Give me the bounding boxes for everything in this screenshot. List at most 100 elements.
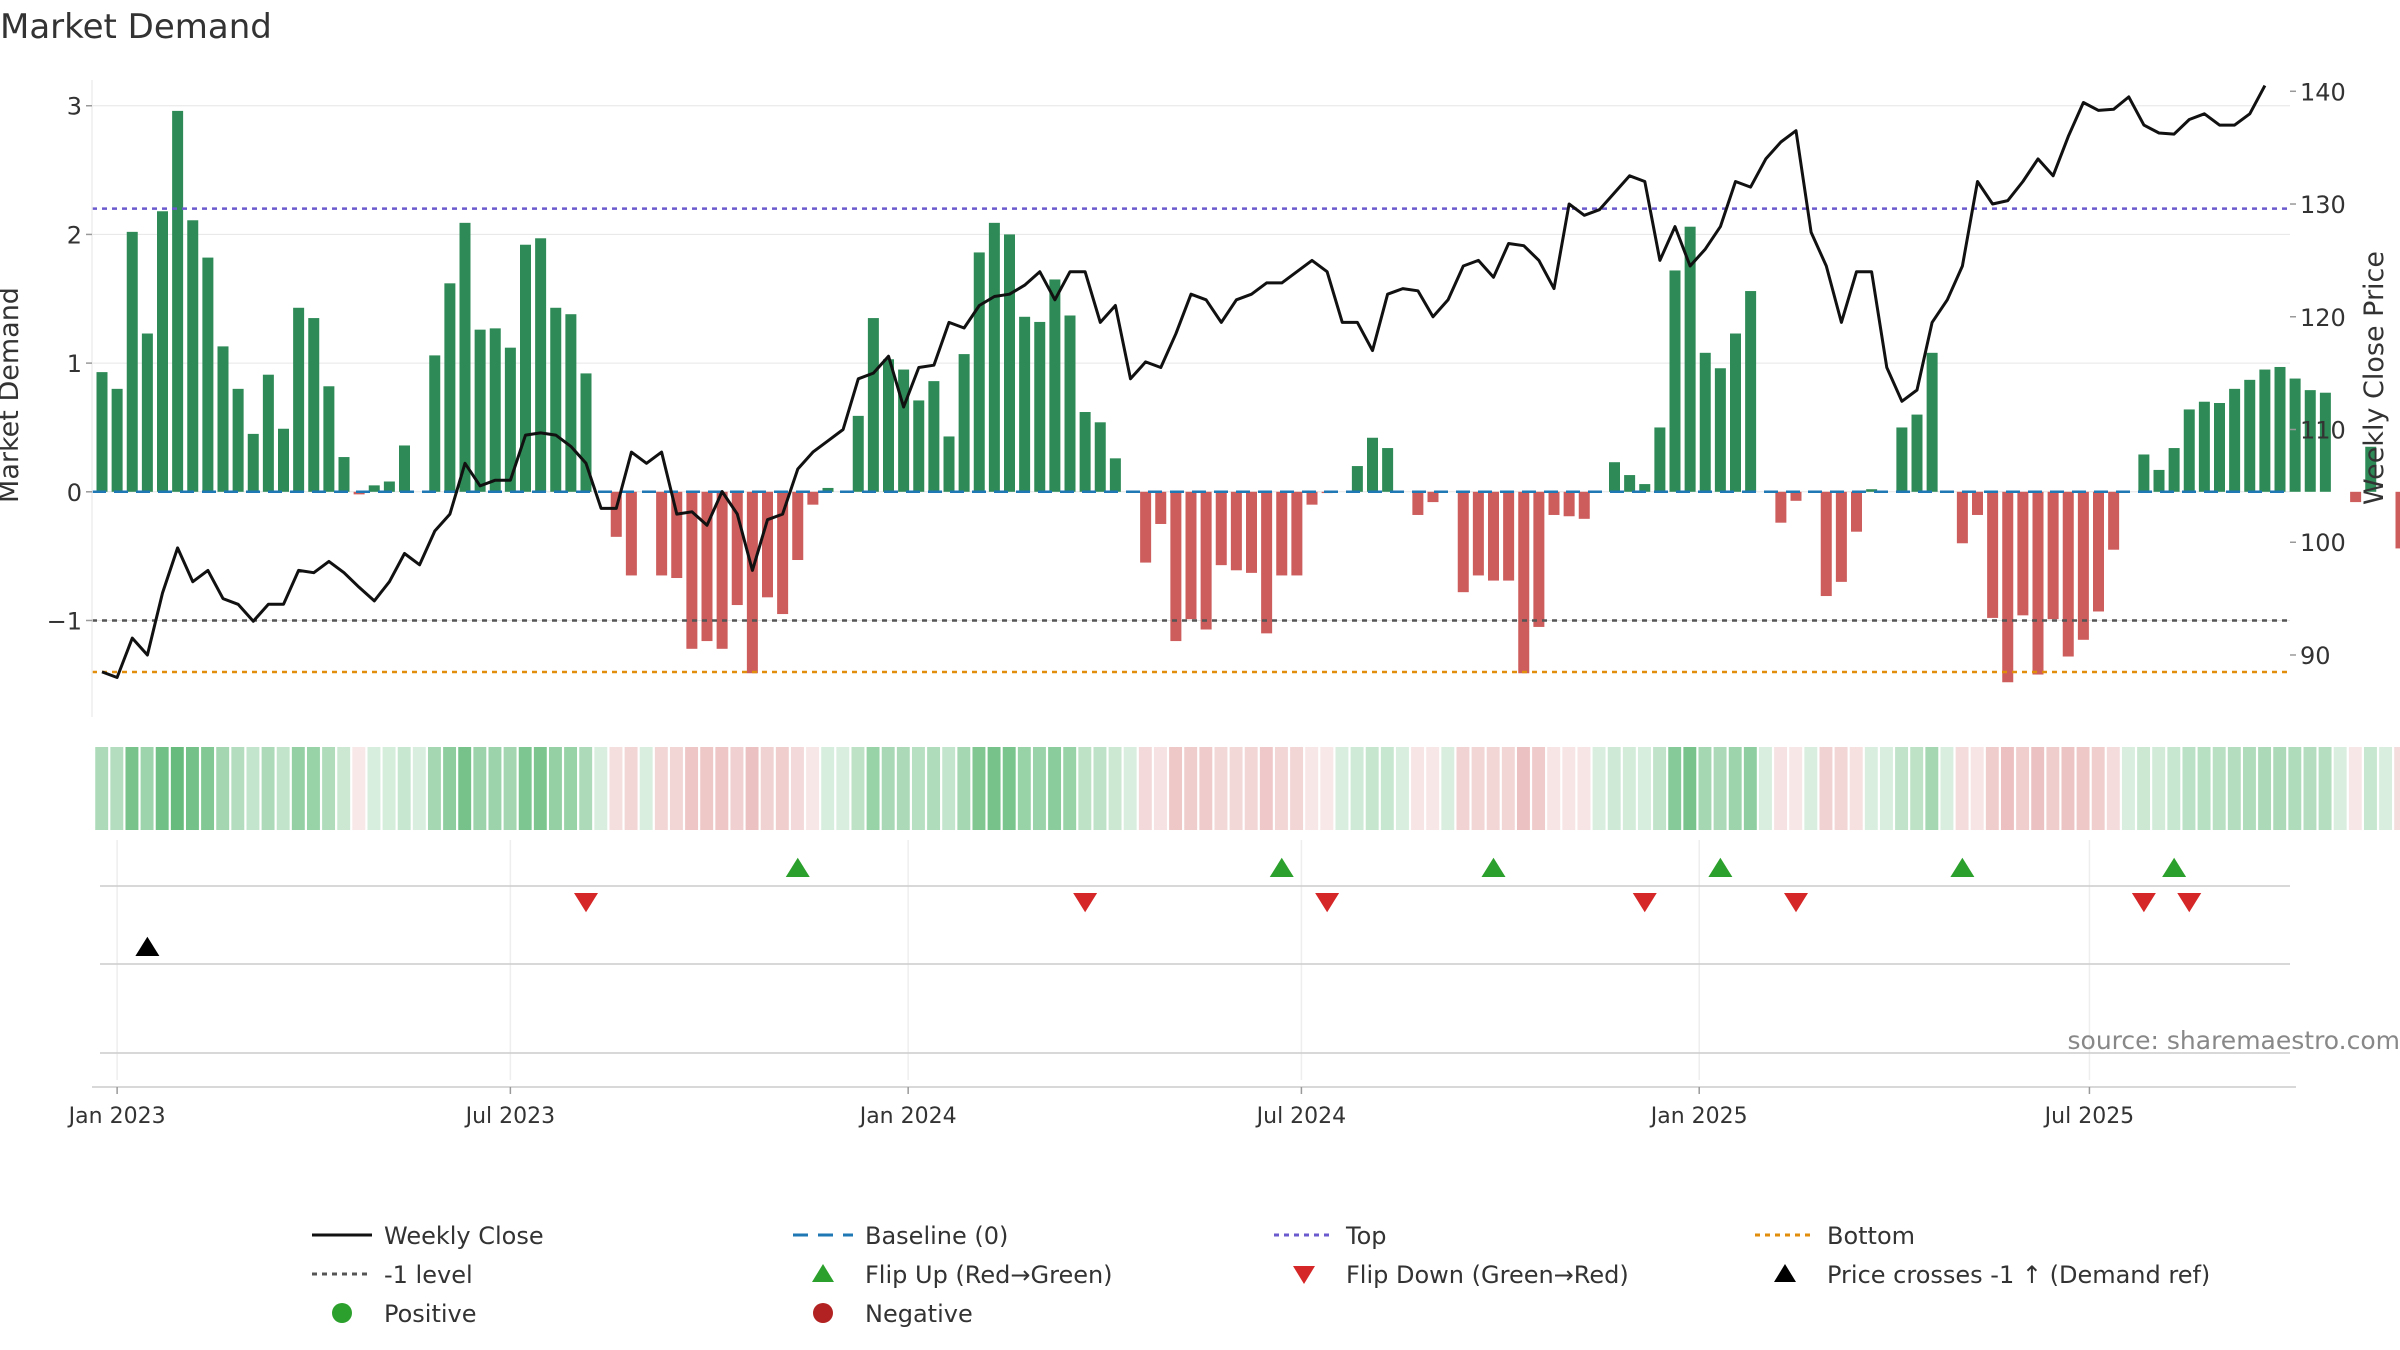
heat-cell (2242, 747, 2256, 830)
heat-cell (1169, 747, 1183, 830)
demand-bar-negative (1563, 491, 1575, 517)
heat-cell (2182, 747, 2196, 830)
demand-bar-positive (943, 436, 955, 492)
legend-label: Positive (384, 1300, 477, 1328)
demand-bar-positive (580, 373, 592, 492)
demand-bar-positive (1639, 484, 1651, 492)
demand-bar-negative (777, 491, 789, 615)
heat-cell (866, 747, 880, 830)
heat-cell (1002, 747, 1016, 830)
heat-cell (2076, 747, 2090, 830)
demand-bar-negative (1246, 491, 1257, 573)
price-cross-marker (135, 936, 160, 956)
flip-down-marker (2131, 893, 2156, 913)
demand-bar-positive (1926, 352, 1938, 492)
heat-cell (1214, 747, 1228, 830)
demand-bar-negative (1472, 491, 1484, 576)
heat-cell (1758, 747, 1772, 830)
demand-bar-positive (338, 457, 350, 492)
heat-cell (2288, 747, 2302, 830)
heat-cell (1547, 747, 1561, 830)
demand-bar-positive (172, 110, 184, 492)
demand-bar-negative (1533, 491, 1545, 627)
demand-bar-negative (1956, 491, 1968, 544)
x-tick-label: Jul 2024 (1255, 1104, 1347, 1129)
y-axis-label: Market Demand (0, 287, 25, 503)
heat-cell (246, 747, 260, 830)
heat-cell (851, 747, 865, 830)
demand-bar-positive (1866, 489, 1878, 492)
demand-bar-negative (2350, 491, 2362, 503)
demand-bar-positive (1049, 279, 1061, 492)
heat-cell (745, 747, 759, 830)
heat-cell (291, 747, 305, 830)
demand-bar-positive (368, 485, 380, 492)
demand-bar-positive (2319, 392, 2331, 492)
heat-cell (624, 747, 638, 830)
demand-bar-positive (489, 328, 501, 492)
heat-cell (125, 747, 139, 830)
demand-bar-positive (1896, 427, 1908, 492)
heat-cell (1970, 747, 1984, 830)
flip-up-marker (2162, 857, 2187, 877)
heat-cell (1123, 747, 1137, 830)
heat-cell (1441, 747, 1455, 830)
legend-swatch (813, 1303, 833, 1323)
heat-cell (1849, 747, 1863, 830)
heat-cell (95, 747, 109, 830)
demand-bar-negative (2093, 491, 2104, 612)
weekly-close-line (101, 84, 2267, 679)
heat-cell (1078, 747, 1092, 830)
heat-cell (1244, 747, 1258, 830)
legend-item: Baseline (0) (793, 1222, 1008, 1250)
demand-bar-positive (1079, 412, 1091, 492)
demand-bar-negative (2002, 491, 2014, 683)
demand-bar-positive (1669, 270, 1681, 492)
heat-cell (654, 747, 668, 830)
demand-bar-positive (1699, 352, 1711, 492)
heat-cell (957, 747, 971, 830)
heat-cell (337, 747, 351, 830)
demand-bar-negative (610, 491, 622, 537)
heat-cell (503, 747, 517, 830)
demand-bar-positive (928, 381, 940, 492)
heat-cell (1516, 747, 1530, 830)
heat-cell (2121, 747, 2135, 830)
demand-bar-negative (1987, 491, 1999, 618)
heat-cell (2091, 747, 2105, 830)
heat-cell (1910, 747, 1924, 830)
flip-down-marker (2177, 893, 2202, 913)
flip-up-marker (785, 857, 810, 877)
demand-bar-positive (444, 283, 456, 492)
demand-bar-positive (2214, 403, 2225, 492)
heat-cell (911, 747, 925, 830)
heat-cell (806, 747, 820, 830)
heat-cell (821, 747, 835, 830)
heat-cell (760, 747, 774, 830)
demand-bar-positive (474, 329, 486, 492)
legend-swatch (1774, 1264, 1796, 1282)
heat-cell (1819, 747, 1833, 830)
demand-heat-strip (95, 747, 2400, 830)
heat-cell (685, 747, 699, 830)
demand-bar-negative (762, 491, 773, 598)
heat-cell (276, 747, 290, 830)
heat-cell (322, 747, 336, 830)
demand-bar-positive (550, 307, 562, 492)
y2-axis-label: Weekly Close Price (2359, 251, 2390, 505)
demand-bar-positive (898, 369, 910, 492)
demand-bar-positive (1911, 414, 1923, 492)
demand-bar-negative (1548, 491, 1560, 515)
heat-cell (2258, 747, 2272, 830)
heat-cell (548, 747, 562, 830)
y2-tick-label: 130 (2300, 191, 2346, 219)
heat-cell (2197, 747, 2211, 830)
heat-cell (1940, 747, 1954, 830)
demand-bar-positive (459, 222, 471, 492)
heat-cell (1834, 747, 1848, 830)
heat-cell (443, 747, 457, 830)
heat-cell (1592, 747, 1606, 830)
flip-up-marker (1708, 857, 1733, 877)
heat-cell (1486, 747, 1500, 830)
demand-bar-positive (278, 428, 289, 492)
